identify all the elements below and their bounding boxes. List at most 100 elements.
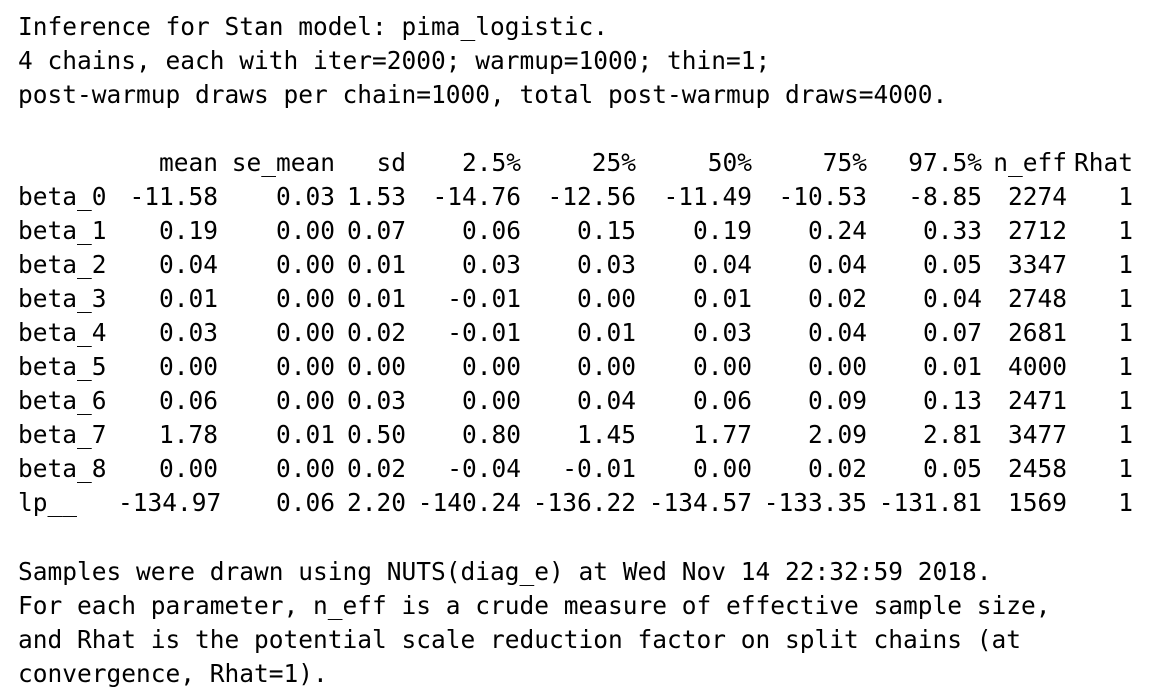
footer-notes: Samples were drawn using NUTS(diag_e) at…	[18, 555, 1051, 691]
table-row: beta_5 0.00 0.00 0.00 0.00 0.00 0.00 0.00 0.01 40…	[18, 350, 1133, 384]
table-cell: 2748	[1007, 284, 1067, 313]
table-row: lp__ -134.97 0.06 2.20 -140.24 -136.22 -134.57…	[18, 486, 1133, 520]
table-cell: 0.00	[461, 386, 521, 415]
table-cell: 1.77	[692, 420, 752, 449]
table-cell: 0.00	[275, 250, 335, 279]
table-cell: 0.19	[692, 216, 752, 245]
column-header	[18, 146, 118, 180]
table-cell: 0.06	[158, 386, 218, 415]
table-cell: 1	[1118, 318, 1133, 347]
table-cell: -12.56	[547, 182, 636, 211]
table-row: beta_3 0.01 0.00 0.01 -0.01 0.00 0.01 0.02 0.04 2…	[18, 282, 1133, 316]
table-cell: 0.04	[576, 386, 636, 415]
table-cell: 0.00	[275, 386, 335, 415]
table-cell: 0.06	[461, 216, 521, 245]
table-cell: 2681	[1007, 318, 1067, 347]
table-cell: 0.01	[692, 284, 752, 313]
table-cell: -0.01	[447, 284, 521, 313]
table-cell: 0.03	[158, 318, 218, 347]
header-draws-line: post-warmup draws per chain=1000, total …	[18, 80, 948, 109]
table-cell: 0.00	[576, 284, 636, 313]
table-cell: 0.00	[275, 216, 335, 245]
table-cell: 1	[1118, 250, 1133, 279]
table-cell: 0.03	[275, 182, 335, 211]
column-header: 25%	[591, 148, 636, 177]
table-row: beta_2 0.04 0.00 0.01 0.03 0.03 0.04 0.04 0.05 33…	[18, 248, 1133, 282]
column-header: 2.5%	[461, 148, 521, 177]
footer-neff-line: For each parameter, n_eff is a crude mea…	[18, 591, 1051, 620]
table-cell: 0.80	[461, 420, 521, 449]
table-cell: 0.03	[461, 250, 521, 279]
table-row: beta_0 -11.58 0.03 1.53 -14.76 -12.56 -11.49 -1…	[18, 180, 1133, 214]
column-header: sd	[376, 148, 406, 177]
table-cell: 1	[1118, 352, 1133, 381]
table-cell: 0.06	[692, 386, 752, 415]
table-row: beta_6 0.06 0.00 0.03 0.00 0.04 0.06 0.09 0.13 24…	[18, 384, 1133, 418]
table-cell: -0.04	[447, 454, 521, 483]
parameter-name: beta_1	[18, 216, 107, 245]
parameter-name: beta_6	[18, 386, 107, 415]
header-chains-line: 4 chains, each with iter=2000; warmup=10…	[18, 46, 771, 75]
table-row: beta_7 1.78 0.01 0.50 0.80 1.45 1.77 2.09 2.81 34…	[18, 418, 1133, 452]
column-header: 75%	[822, 148, 867, 177]
table-cell: -10.53	[778, 182, 867, 211]
table-cell: 0.00	[461, 352, 521, 381]
table-cell: 0.01	[275, 420, 335, 449]
table-cell: 1	[1118, 216, 1133, 245]
table-cell: 0.00	[275, 352, 335, 381]
table-cell: -140.24	[417, 488, 521, 517]
table-cell: 0.04	[692, 250, 752, 279]
column-header: Rhat	[1073, 148, 1133, 177]
table-cell: 0.07	[922, 318, 982, 347]
table-cell: 2712	[1007, 216, 1067, 245]
table-cell: 0.02	[807, 454, 867, 483]
table-cell: 0.04	[158, 250, 218, 279]
table-cell: -0.01	[447, 318, 521, 347]
parameter-name: beta_5	[18, 352, 107, 381]
footer-sampler-line: Samples were drawn using NUTS(diag_e) at…	[18, 557, 992, 586]
table-cell: 2.09	[807, 420, 867, 449]
column-header: mean	[158, 148, 218, 177]
table-row: beta_8 0.00 0.00 0.02 -0.04 -0.01 0.00 0.02 0.05…	[18, 452, 1133, 486]
column-header: 97.5%	[908, 148, 982, 177]
table-cell: 0.05	[922, 250, 982, 279]
console-output: Inference for Stan model: pima_logistic.…	[18, 10, 1158, 112]
table-cell: 0.02	[346, 318, 406, 347]
table-cell: 2.81	[922, 420, 982, 449]
table-cell: 4000	[1007, 352, 1067, 381]
table-cell: 0.03	[692, 318, 752, 347]
parameter-name: lp__	[18, 488, 78, 517]
table-cell: 0.06	[275, 488, 335, 517]
table-cell: -0.01	[562, 454, 636, 483]
table-cell: -14.76	[432, 182, 521, 211]
footer-rhat-line: and Rhat is the potential scale reductio…	[18, 625, 1022, 654]
table-cell: 1.78	[158, 420, 218, 449]
table-cell: 0.50	[346, 420, 406, 449]
table-cell: 0.09	[807, 386, 867, 415]
table-cell: 0.00	[158, 352, 218, 381]
table-cell: 3347	[1007, 250, 1067, 279]
parameter-name: beta_4	[18, 318, 107, 347]
table-cell: 1	[1118, 284, 1133, 313]
table-cell: 2274	[1007, 182, 1067, 211]
table-cell: 1	[1118, 488, 1133, 517]
table-cell: 0.04	[922, 284, 982, 313]
table-cell: 1569	[1007, 488, 1067, 517]
table-cell: 0.07	[346, 216, 406, 245]
table-cell: 0.00	[692, 352, 752, 381]
table-cell: -134.57	[648, 488, 752, 517]
table-cell: 0.19	[158, 216, 218, 245]
table-cell: 1	[1118, 420, 1133, 449]
table-cell: 0.01	[576, 318, 636, 347]
summary-table: mean se_mean sd 2.5% 25% 50% 75% 97.5% n…	[18, 146, 1133, 520]
footer-convergence-line: convergence, Rhat=1).	[18, 659, 328, 688]
table-cell: 0.24	[807, 216, 867, 245]
table-cell: 0.04	[807, 250, 867, 279]
table-cell: 0.04	[807, 318, 867, 347]
table-cell: 0.01	[922, 352, 982, 381]
table-header-row: mean se_mean sd 2.5% 25% 50% 75% 97.5% n…	[18, 146, 1133, 180]
table-cell: 0.00	[576, 352, 636, 381]
table-cell: -131.81	[878, 488, 982, 517]
table-cell: 0.00	[346, 352, 406, 381]
table-cell: 0.00	[807, 352, 867, 381]
